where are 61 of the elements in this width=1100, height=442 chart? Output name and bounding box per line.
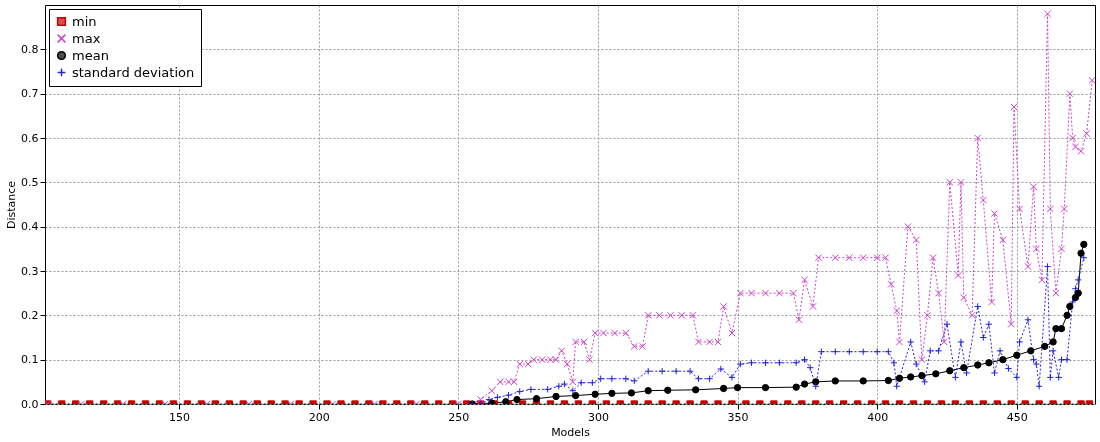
point: [1077, 249, 1085, 257]
x-tick-label: 300: [587, 410, 609, 424]
point: [644, 387, 652, 395]
x-tick-label: 250: [448, 410, 470, 424]
y-tick-label: 0.4: [21, 220, 39, 234]
y-tick-label: 0.5: [21, 175, 39, 189]
point: [946, 367, 954, 375]
point: [831, 377, 839, 385]
point: [884, 376, 893, 385]
point: [1027, 347, 1035, 355]
x-tick-label: 350: [727, 410, 749, 424]
point: [974, 361, 982, 369]
point: [792, 383, 800, 391]
point: [692, 386, 700, 394]
x-tick-label: 450: [1006, 410, 1028, 424]
point: [1049, 338, 1057, 346]
point: [664, 386, 672, 394]
point: [761, 383, 770, 392]
point: [627, 389, 636, 397]
point: [552, 392, 560, 401]
point: [719, 384, 728, 393]
point: [918, 371, 926, 380]
point: [895, 374, 904, 382]
legend-label: min: [72, 13, 97, 29]
point: [1063, 311, 1071, 319]
y-tick-label: 0.0: [21, 397, 39, 411]
point: [1066, 302, 1074, 311]
legend-label: mean: [72, 47, 109, 63]
x-axis-title: Models: [551, 425, 591, 439]
point: [859, 377, 867, 385]
y-tick-label: 0.6: [21, 131, 39, 145]
y-tick-label: 0.7: [21, 87, 39, 101]
point: [1052, 324, 1060, 333]
point: [591, 390, 599, 398]
point: [932, 370, 940, 378]
point: [960, 363, 968, 372]
point: [513, 395, 521, 404]
point: [733, 383, 742, 392]
point: [1080, 240, 1088, 249]
point: [985, 359, 993, 367]
point: [608, 389, 616, 398]
point: [1013, 351, 1021, 359]
y-tick-label: 0.8: [21, 42, 39, 56]
y-tick-label: 0.1: [21, 353, 39, 367]
x-tick-label: 200: [308, 410, 330, 424]
x-tick-label: 150: [169, 410, 191, 424]
point: [571, 391, 580, 400]
legend-label: max: [72, 30, 101, 46]
point: [800, 380, 809, 388]
point: [999, 356, 1007, 364]
legend-label: standard deviation: [72, 64, 195, 80]
point: [1074, 289, 1082, 297]
y-axis-title: Distance: [5, 180, 19, 230]
y-tick-label: 0.2: [21, 308, 39, 322]
point: [812, 378, 820, 386]
point: [1057, 324, 1066, 333]
point: [907, 373, 915, 381]
y-tick-label: 0.3: [21, 264, 39, 278]
point: [532, 395, 541, 403]
point: [1041, 342, 1049, 351]
x-tick-label: 400: [867, 410, 889, 424]
